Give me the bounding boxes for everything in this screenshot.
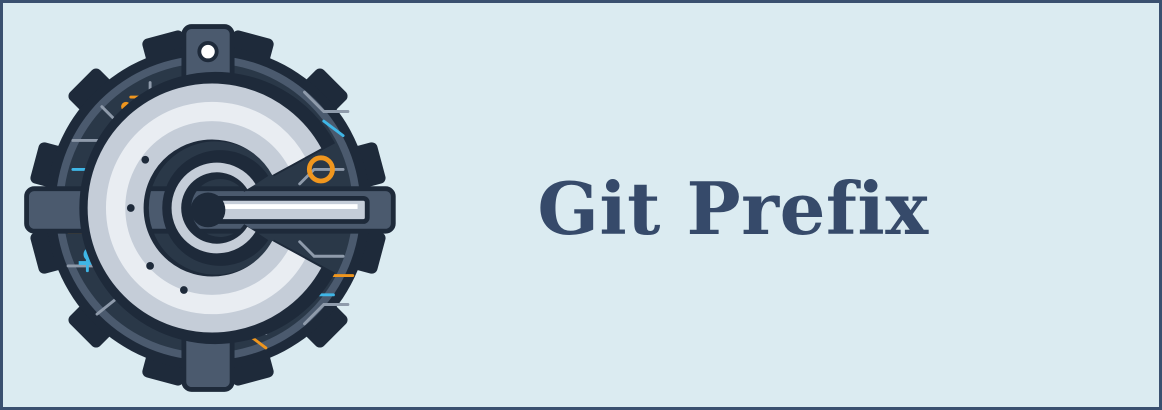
gear-circuit-c-logo-icon — [24, 24, 396, 392]
banner-title: Git Prefix — [537, 165, 929, 251]
